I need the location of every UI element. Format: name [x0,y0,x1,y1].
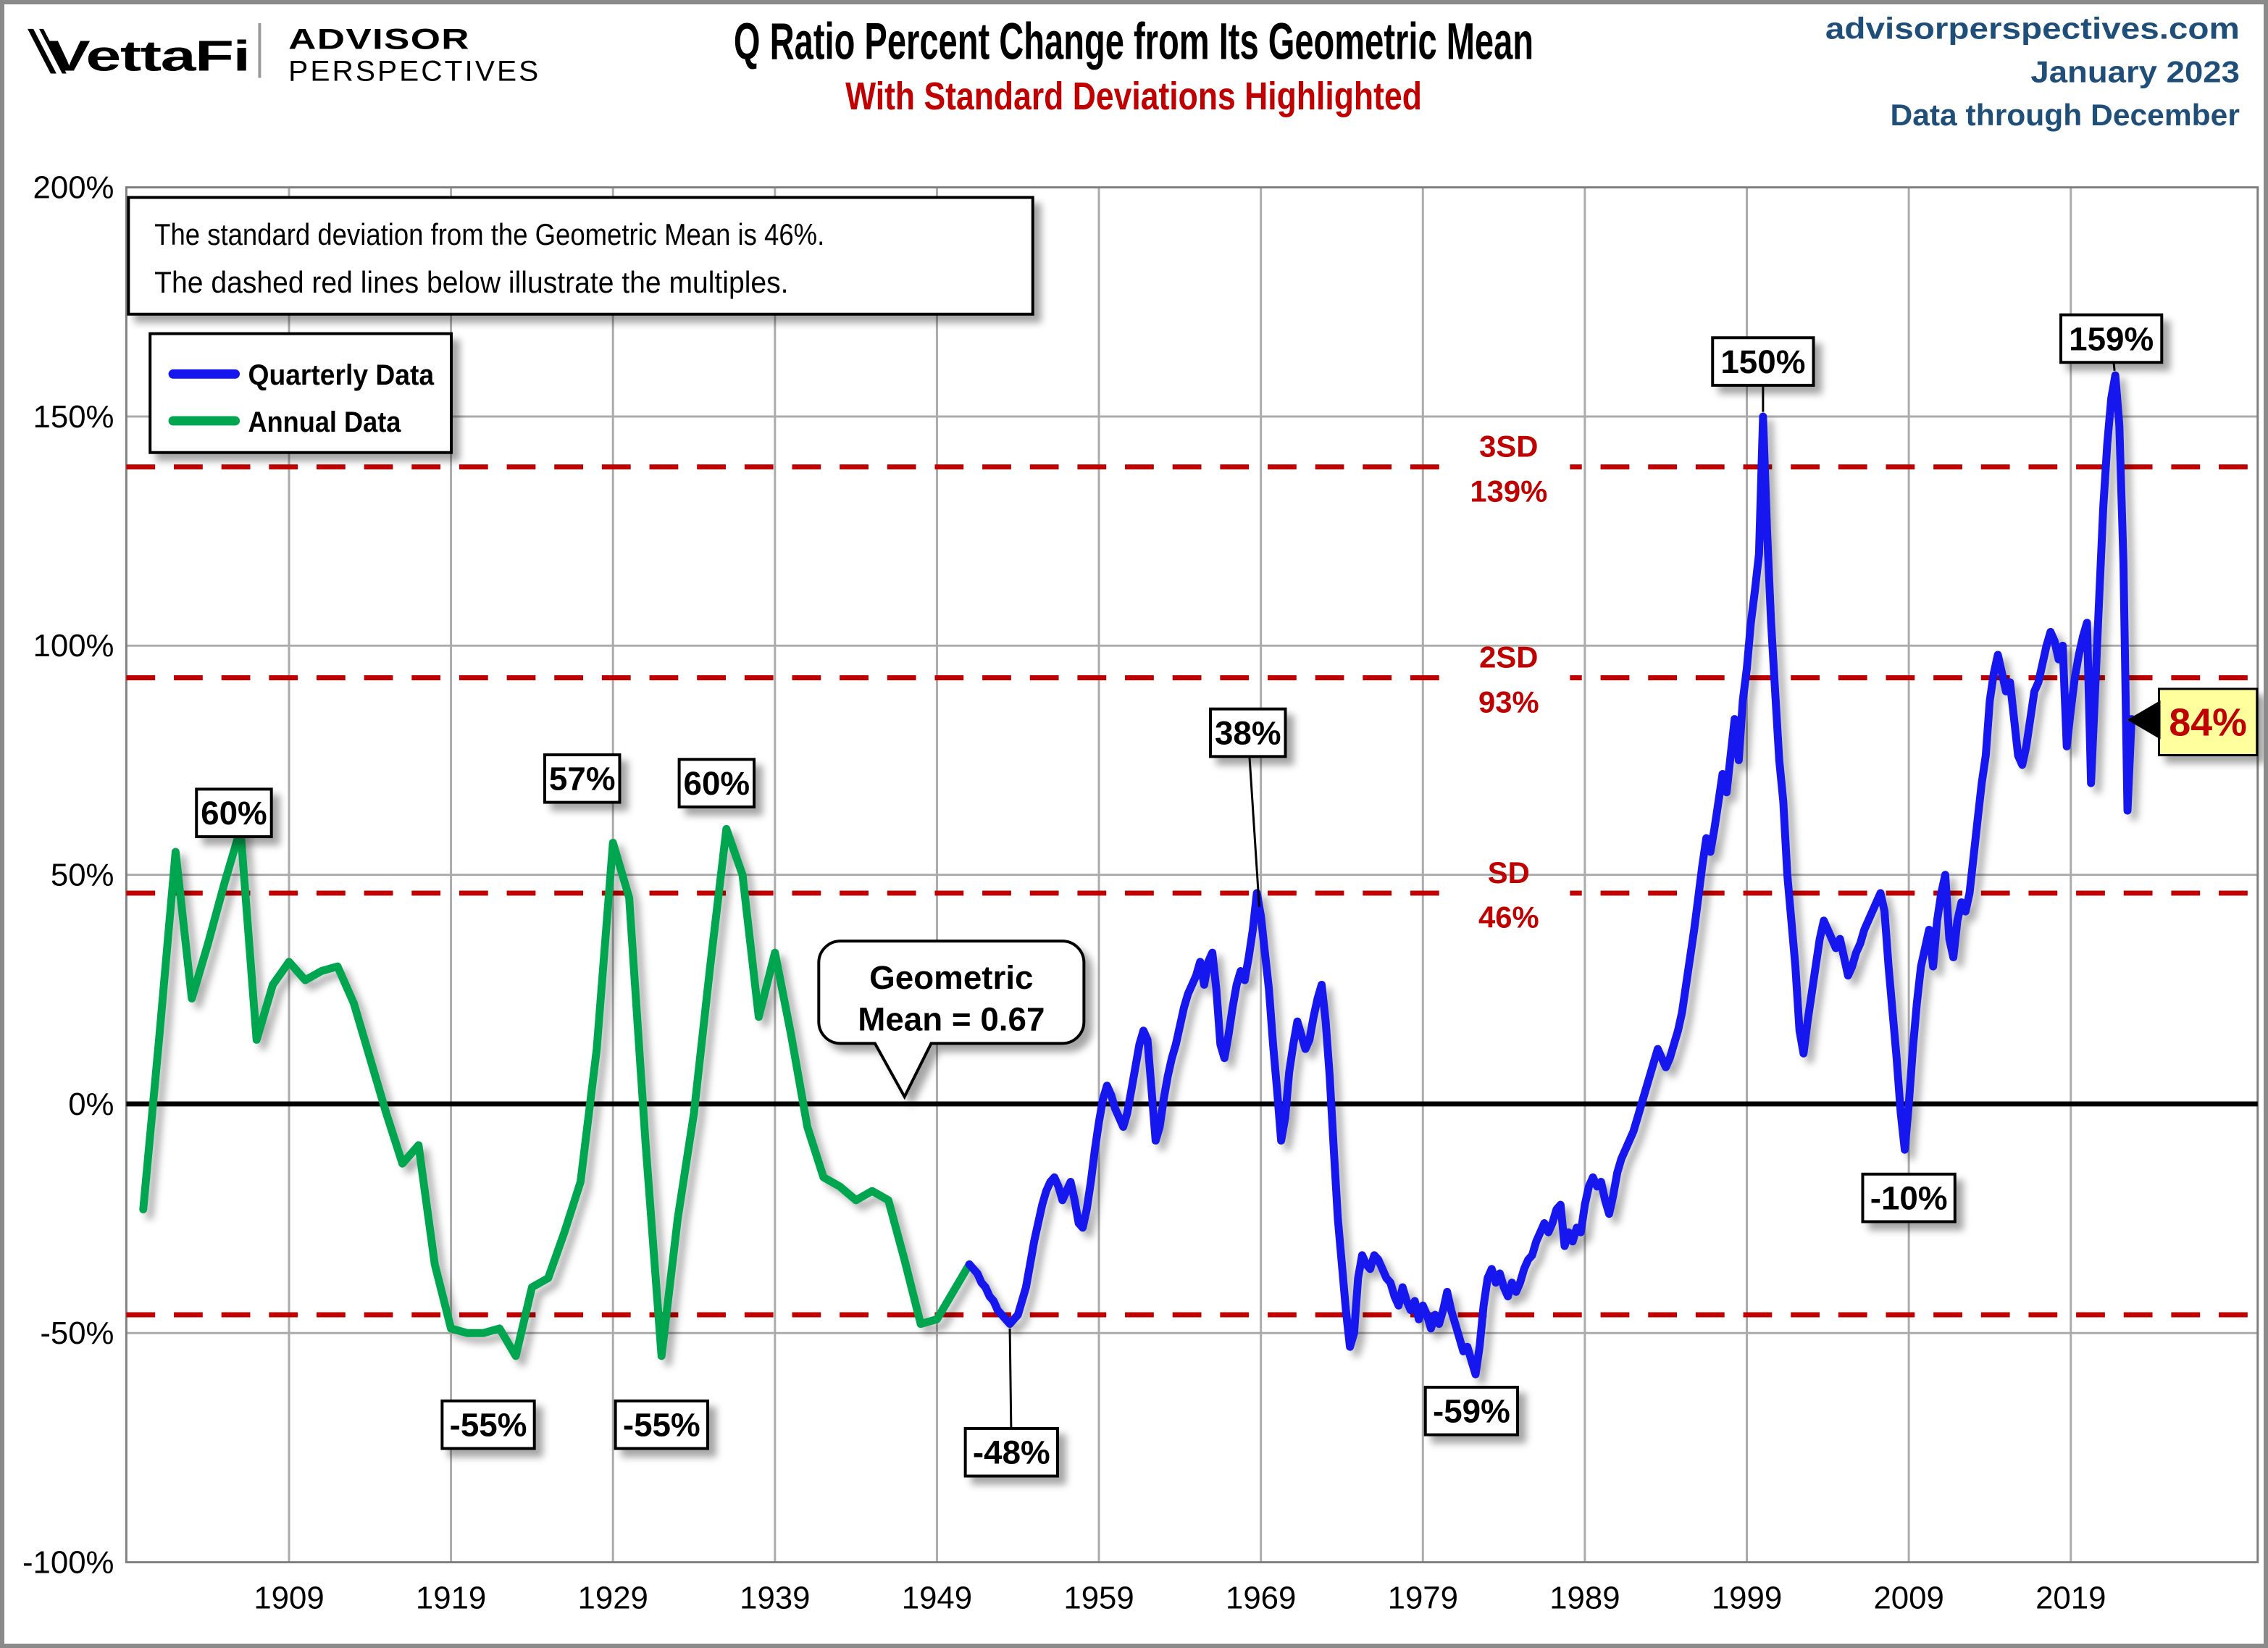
q-ratio-chart: VettaFi ADVISOR PERSPECTIVES Q Ratio Per… [22,12,2259,1616]
annual-data-series-line [139,824,974,1360]
annotation-neg10pct: -10% [1861,1172,1957,1224]
x-axis-label: 1969 [1226,1580,1296,1615]
vettafi-logo: VettaFi [28,28,250,80]
x-axis-label: 1919 [416,1580,486,1615]
sd-label: 3SD [1479,430,1538,464]
stat-note-box: The standard deviation from the Geometri… [127,196,1034,316]
annotation-text: 57% [549,761,616,798]
sd-label: SD [1488,856,1530,890]
x-axis-label: 2009 [1873,1580,1943,1615]
annotation-text: -59% [1433,1393,1510,1430]
latest-value-text: 84% [2169,701,2247,745]
annotation-57pct: 57% [543,753,622,804]
geo-callout-line2: Mean = 0.67 [858,1000,1045,1037]
annotation-text: -55% [623,1407,700,1444]
gridlines [125,186,2259,1564]
brand-bottom: PERSPECTIVES [288,55,540,87]
annotation-box [963,1426,1059,1478]
annotation-text: 60% [201,795,267,832]
arrow-left-icon [2127,700,2161,740]
sd-value-label: 139% [1470,474,1547,508]
annotation-box [2059,313,2164,364]
x-axis-label: 1999 [1712,1580,1782,1615]
annotation-neg55pct: -55% [614,1399,709,1450]
annotation-60pct: 60% [195,787,273,839]
sd-label-mask [1447,887,1570,898]
annotation-box [614,1399,709,1450]
sd-value-label: 46% [1478,900,1539,934]
stat-note-line2: The dashed red lines below illustrate th… [154,265,788,299]
axis-ticks: 200% 150% 100% 50% 0% -50% -100% 1909 1919 1929 19… [22,170,2106,1616]
y-axis-label: 0% [68,1087,114,1122]
x-axis-label: 1959 [1063,1580,1134,1615]
sd-label: 2SD [1479,640,1538,674]
annotation-neg55pct: -55% [440,1399,536,1450]
page-title: Q Ratio Percent Change from Its Geometri… [734,13,1533,71]
geometric-mean-callout: Geometric Mean = 0.67 [817,940,1086,1100]
annotation-box [440,1399,536,1450]
geo-callout-line1: Geometric [869,959,1033,996]
stat-note-line1: The standard deviation from the Geometri… [154,217,824,251]
sd-value-label: 93% [1478,685,1539,719]
x-axis-label: 2019 [2035,1580,2106,1615]
annotation-text: -10% [1870,1180,1948,1217]
annotation-box [1209,707,1287,758]
annotation-neg48pct: -48% [963,1328,1059,1478]
y-axis-label: -100% [22,1545,114,1581]
brand-top: ADVISOR [288,24,470,56]
annotation-38pct: 38% [1209,707,1287,908]
annotation-box [1861,1172,1957,1224]
annotation-box [543,753,622,804]
legend-quarterly-label: Quarterly Data [248,359,434,391]
sd-lines: 3SD 139% 2SD 93% SD 46% [126,430,2258,1318]
x-axis-label: 1939 [740,1580,810,1615]
x-axis-label: 1949 [902,1580,972,1615]
annotation-text: 38% [1215,714,1281,751]
source-through: Data through December [1890,98,2239,132]
annotation-leader [1247,732,1260,908]
sd-label-mask [1447,461,1570,472]
header: VettaFi ADVISOR PERSPECTIVES Q Ratio Per… [28,12,2240,132]
latest-value-box [2158,687,2259,756]
annotation-text: -55% [450,1407,527,1444]
annotation-text: 150% [1720,343,1805,380]
logo-slash-icon [28,28,57,74]
annotation-box [677,758,756,808]
sd-label-mask [1447,672,1570,683]
x-axis-label: 1979 [1388,1580,1458,1615]
legend: Quarterly Data Annual Data [148,332,453,454]
logo-wordmark: VettaFi [48,32,250,80]
annotation-text: 159% [2069,320,2154,357]
annotations: 60% -55% 57% -55% 60% -48% 38% -59% 150% -10% 159% [195,313,2164,1478]
latest-value-callout: 84% [2127,687,2259,756]
x-axis-label: 1989 [1549,1580,1620,1615]
data-series [139,371,2136,1379]
y-axis-label: 100% [33,628,114,664]
annotation-159pct: 159% [2059,313,2164,371]
annotation-60pct: 60% [677,758,756,808]
annotation-box [1423,1386,1520,1436]
logo-slash-icon [39,28,67,74]
source-date: January 2023 [2030,54,2239,88]
y-axis-label: 50% [51,858,114,893]
plot-frame [125,186,2259,1564]
annotation-150pct: 150% [1711,336,1815,412]
annotation-neg59pct: -59% [1423,1386,1520,1436]
x-axis-label: 1909 [254,1580,324,1615]
annotation-text: -48% [973,1434,1050,1471]
annotation-box [195,787,273,839]
y-axis-label: -50% [40,1316,114,1351]
annotation-box [1711,336,1815,387]
y-axis-label: 150% [33,399,114,435]
legend-annual-label: Annual Data [248,406,401,438]
y-axis-label: 200% [33,170,114,206]
annotation-text: 60% [684,765,750,802]
source-site: advisorperspectives.com [1825,12,2240,46]
quarterly-data-series-line [965,371,2136,1379]
page-subtitle: With Standard Deviations Highlighted [845,75,1422,118]
x-axis-label: 1929 [578,1580,648,1615]
